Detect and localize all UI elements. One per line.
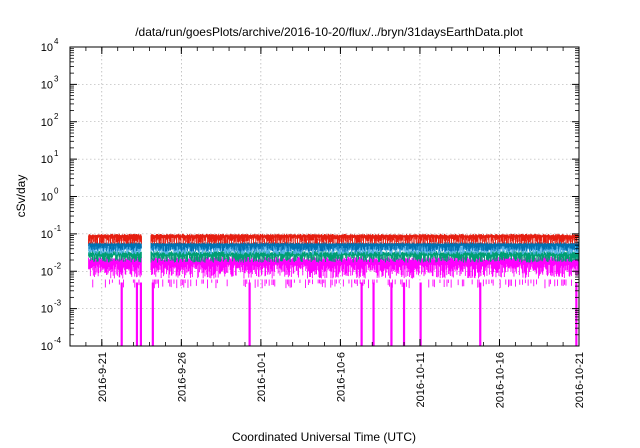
- x-tick-label: 2016-10-6: [335, 352, 347, 402]
- y-tick-exponent: -2: [54, 261, 62, 270]
- y-tick-label: 10: [41, 42, 53, 54]
- y-tick-label: 10: [41, 117, 53, 129]
- y-tick-label: 10: [41, 229, 53, 241]
- x-axis-label: Coordinated Universal Time (UTC): [232, 430, 416, 444]
- plot-area: [88, 233, 579, 346]
- y-tick-exponent: 0: [54, 187, 59, 196]
- y-tick-exponent: -1: [54, 224, 62, 233]
- series-1: [88, 256, 579, 279]
- x-tick-label: 2016-10-1: [256, 352, 268, 402]
- series-2: [88, 250, 579, 263]
- x-tick-label: 2016-9-21: [97, 352, 109, 402]
- y-tick-exponent: 1: [54, 149, 59, 158]
- x-axis: 2016-9-21 2016-9-26 2016-10-1 2016-10-6 2016…: [69, 47, 586, 408]
- y-tick-exponent: 2: [54, 112, 59, 121]
- grid: [70, 47, 579, 346]
- y-tick-label: 10: [41, 266, 53, 278]
- x-tick-label: 2016-10-21: [574, 352, 586, 408]
- y-tick-label: 10: [41, 304, 53, 316]
- x-tick-label: 2016-10-16: [494, 352, 506, 408]
- y-tick-label: 10: [41, 192, 53, 204]
- y-tick-exponent: 3: [54, 74, 59, 83]
- series-spikes: [88, 233, 578, 244]
- y-tick-label: 10: [41, 341, 53, 353]
- x-tick-label: 2016-10-11: [415, 352, 427, 407]
- y-tick-exponent: -4: [54, 336, 62, 345]
- x-tick-label: 2016-9-26: [176, 352, 188, 402]
- chart-title: /data/run/goesPlots/archive/2016-10-20/f…: [135, 25, 523, 39]
- y-tick-label: 10: [41, 154, 53, 166]
- series-4: [88, 242, 579, 252]
- y-tick-label: 10: [41, 79, 53, 91]
- series-dips: [92, 279, 573, 289]
- y-tick-exponent: 4: [54, 37, 59, 46]
- y-axis-label: cSv/day: [14, 175, 28, 218]
- y-tick-exponent: -3: [54, 299, 62, 308]
